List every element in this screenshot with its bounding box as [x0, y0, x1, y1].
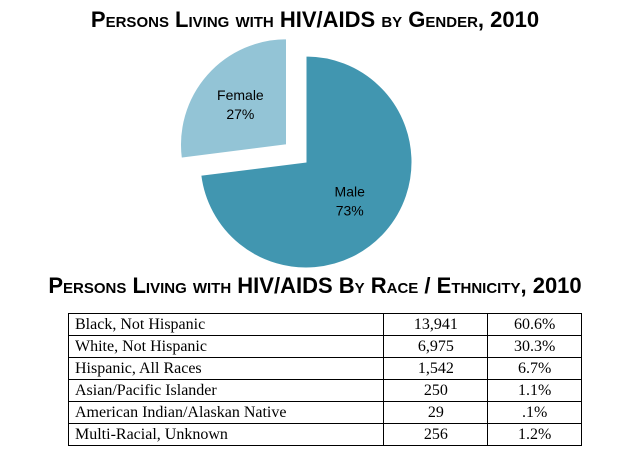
table-title: Persons Living with HIV/AIDS By Race / E… — [48, 273, 582, 298]
race-label-cell: Multi-Racial, Unknown — [67, 423, 385, 446]
pie-label-male: Male — [335, 184, 366, 200]
race-label-cell: White, Not Hispanic — [67, 335, 385, 358]
percent-cell: 30.3% — [487, 335, 582, 358]
table-row: American Indian/Alaskan Native 29.1% — [67, 401, 582, 424]
race-label-cell: Asian/Pacific Islander — [67, 379, 385, 402]
count-cell: 250 — [383, 379, 489, 402]
pie-value-male: 73% — [336, 203, 364, 219]
table-row: Asian/Pacific Islander 250 1.1% — [67, 379, 582, 402]
pie-chart-title: Persons Living with HIV/AIDS by Gender, … — [90, 7, 540, 32]
percent-cell: .1% — [487, 401, 582, 424]
table-row: Multi-Racial, Unknown 256 1.2% — [67, 423, 582, 446]
count-cell: 29 — [383, 401, 489, 424]
pie-value-female: 27% — [226, 106, 254, 122]
percent-cell: 6.7% — [487, 357, 582, 380]
percent-cell: 1.1% — [487, 379, 582, 402]
count-cell: 1,542 — [383, 357, 489, 380]
pie-slice-male — [200, 55, 413, 269]
percent-cell: 1.2% — [487, 423, 582, 446]
count-cell: 256 — [383, 423, 489, 446]
table-row: Hispanic, All Races 1,542 6.7% — [67, 357, 582, 380]
percent-cell: 60.6% — [487, 313, 582, 336]
race-label-cell: American Indian/Alaskan Native — [67, 401, 385, 424]
race-ethnicity-table: Black, Not Hispanic 13,941 60.6% White, Not… — [67, 313, 582, 446]
count-cell: 6,975 — [383, 335, 489, 358]
table-row: White, Not Hispanic 6,975 30.3% — [67, 335, 582, 358]
pie-slice-female — [180, 38, 287, 159]
pie-label-female: Female — [217, 87, 264, 103]
race-label-cell: Hispanic, All Races — [67, 357, 385, 380]
table-row: Black, Not Hispanic 13,941 60.6% — [67, 313, 582, 336]
count-cell: 13,941 — [383, 313, 489, 336]
gender-pie-chart: Male 73% Female 27% — [180, 38, 413, 269]
race-label-cell: Black, Not Hispanic — [67, 313, 385, 336]
